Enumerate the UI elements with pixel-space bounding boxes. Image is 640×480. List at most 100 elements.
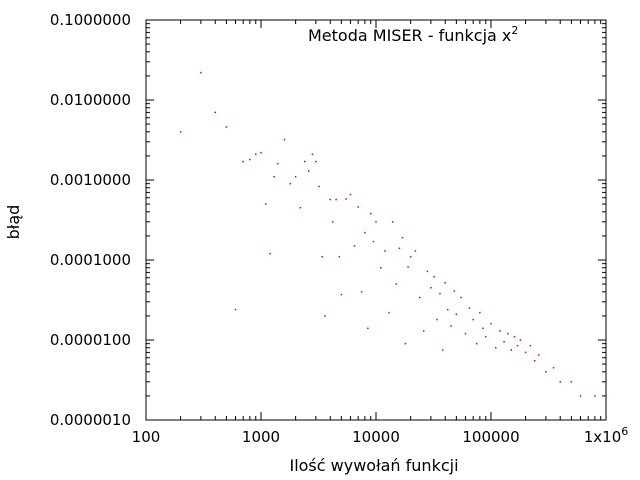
data-point: [318, 185, 320, 188]
data-point: [490, 322, 492, 325]
data-point: [335, 198, 337, 201]
data-point: [503, 341, 505, 343]
data-point: [407, 266, 409, 268]
data-point: [552, 366, 555, 369]
data-point: [315, 160, 317, 163]
data-point: [513, 335, 516, 338]
data-point: [450, 325, 452, 327]
data-point: [260, 151, 262, 154]
data-point: [299, 206, 302, 209]
data-point: [367, 327, 369, 330]
data-point: [433, 275, 435, 278]
plot-frame: [145, 19, 607, 421]
data-point: [384, 250, 386, 252]
y-tick-label: 0.1000000: [50, 11, 131, 29]
data-point: [380, 267, 382, 269]
y-tick-label: 0.0000100: [50, 331, 131, 349]
data-point: [269, 252, 271, 255]
data-point: [360, 291, 363, 293]
data-point: [460, 296, 462, 299]
data-point: [422, 330, 425, 332]
data-point: [340, 293, 343, 296]
data-point: [249, 158, 251, 161]
data-point: [409, 255, 412, 258]
data-point: [364, 231, 366, 234]
data-point: [495, 347, 497, 349]
x-tick-label-text: 10000: [352, 428, 400, 446]
data-point: [414, 250, 417, 252]
data-point: [507, 332, 509, 335]
data-point: [345, 198, 347, 200]
data-point: [353, 245, 356, 247]
data-point: [179, 131, 182, 133]
data-point: [559, 381, 561, 383]
y-tick-label: 0.0010000: [50, 171, 131, 189]
data-point: [418, 296, 421, 299]
data-point: [307, 170, 310, 172]
data-point: [529, 344, 532, 347]
data-point: [479, 311, 481, 314]
scatter-points: [179, 71, 607, 397]
data-point: [242, 160, 244, 163]
data-point: [324, 315, 326, 317]
x-tick-label-text: 100000: [462, 428, 519, 446]
data-point: [446, 308, 449, 311]
y-axis: 0.0000010 0.0000100 0.0001000 0.0010000 0.01…: [50, 11, 606, 429]
data-point: [439, 292, 441, 295]
data-point: [388, 311, 390, 314]
data-point: [404, 342, 407, 345]
x-tick-label: 100000: [462, 428, 519, 446]
data-point: [234, 308, 237, 311]
data-point: [444, 281, 446, 284]
data-point: [273, 175, 275, 178]
data-point: [510, 349, 513, 351]
y-tick-label: 0.0000010: [50, 411, 131, 429]
data-point: [426, 270, 429, 273]
data-point: [570, 381, 573, 383]
x-tick-label-text: 1000: [242, 428, 280, 446]
data-point: [519, 339, 522, 341]
data-point: [265, 203, 267, 205]
data-point: [283, 138, 286, 141]
chart-title-text: Metoda MISER - funkcja x: [308, 26, 511, 45]
y-tick-label: 0.0001000: [50, 251, 131, 269]
x-tick-label: 100: [132, 428, 161, 446]
data-point: [537, 354, 540, 356]
x-tick-label: 10000: [352, 428, 400, 446]
data-point: [499, 330, 501, 332]
data-point: [375, 221, 377, 223]
data-point: [398, 247, 401, 250]
chart-title: Metoda MISER - funkcja x2: [308, 24, 518, 45]
x-tick-label: 1000: [242, 428, 280, 446]
x-axis: 100 1000 10000 100000 1x106: [132, 20, 629, 446]
data-point: [475, 342, 478, 345]
data-point: [484, 335, 487, 338]
data-point: [294, 175, 297, 178]
x-axis-title: Ilość wywołań funkcji: [289, 456, 458, 475]
chart-title-superscript: 2: [511, 24, 518, 37]
data-point: [254, 153, 257, 155]
data-point: [401, 236, 404, 239]
x-tick-label: 1x106: [584, 425, 629, 446]
data-point: [214, 111, 216, 114]
data-point: [594, 395, 596, 397]
data-point: [225, 126, 228, 128]
data-point: [357, 206, 359, 208]
x-tick-label-text: 100: [132, 428, 161, 446]
data-point: [430, 286, 432, 289]
data-point: [468, 307, 471, 309]
data-point: [349, 193, 352, 196]
y-axis-title: błąd: [4, 205, 23, 240]
data-point: [303, 160, 306, 163]
data-point: [321, 255, 323, 258]
data-point: [395, 283, 398, 285]
x-tick-label-superscript: 6: [621, 425, 628, 438]
data-point: [372, 240, 375, 243]
data-point: [289, 182, 292, 185]
data-point: [200, 71, 202, 74]
data-point: [369, 212, 372, 215]
x-tick-label-text: 1x10: [584, 428, 622, 446]
data-point: [338, 255, 341, 258]
data-point: [524, 351, 527, 354]
